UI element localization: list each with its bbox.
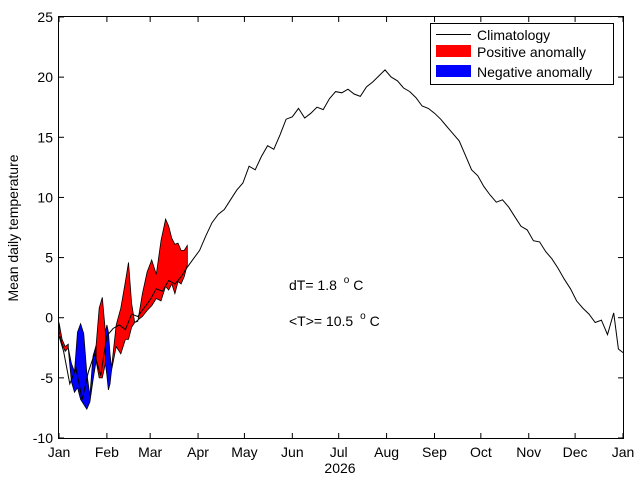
x-tick-label: Jan: [48, 444, 71, 460]
legend: Climatology Positive anomally Negative a…: [430, 23, 614, 85]
x-tick-label: Oct: [470, 444, 492, 460]
degree-symbol: o: [344, 275, 350, 286]
y-tick-label: 10: [37, 189, 53, 205]
legend-positive-label: Positive anomally: [477, 44, 586, 60]
y-axis-label: Mean daily temperature: [5, 154, 21, 301]
y-tick-label: 0: [45, 310, 53, 326]
y-tick-label: 15: [37, 129, 53, 145]
x-tick-label: Dec: [563, 444, 588, 460]
x-tick-label: Mar: [138, 444, 162, 460]
positive-anomaly-area: [111, 217, 188, 371]
axes-frame: [58, 16, 624, 439]
x-tick-label: Nov: [516, 444, 541, 460]
positive-anomaly-area: [58, 322, 69, 353]
y-tick-label: 5: [45, 250, 53, 266]
x-tick-label: Feb: [95, 444, 119, 460]
y-tick-label: 25: [37, 9, 53, 25]
mean-value: <T>= 10.5: [289, 313, 353, 329]
legend-negative-label: Negative anomally: [477, 64, 592, 80]
plot-area: [58, 69, 624, 410]
x-tick-label: Jan: [612, 444, 635, 460]
dt-value: dT= 1.8: [289, 277, 337, 293]
x-tick-label: Aug: [374, 444, 399, 460]
y-tick-label: -10: [33, 430, 53, 446]
climatology-line: [58, 69, 624, 400]
x-tick-label: Jul: [330, 444, 348, 460]
dt-annotation: dT= 1.8 o C: [289, 270, 363, 293]
degree-symbol: o: [360, 311, 366, 322]
x-tick-label: Apr: [187, 444, 209, 460]
y-tick-label: -5: [41, 370, 54, 386]
legend-negative-swatch: [436, 65, 471, 77]
ticks-layer: -10 -5 0 5 10 15 20 25 Jan Feb Mar Apr May Jun Jul Aug S…: [33, 9, 635, 460]
x-tick-label: Jun: [281, 444, 304, 460]
unit-letter: C: [353, 277, 363, 293]
mean-annotation: <T>= 10.5 o C: [289, 306, 380, 329]
unit-letter: C: [370, 313, 380, 329]
x-tick-label: May: [231, 444, 257, 460]
y-tick-label: 20: [37, 69, 53, 85]
negative-anomaly-area: [67, 322, 97, 410]
legend-positive-swatch: [436, 45, 471, 57]
x-tick-label: Sep: [422, 444, 447, 460]
x-axis-label: 2026: [324, 460, 355, 476]
legend-climatology-label: Climatology: [477, 27, 550, 43]
